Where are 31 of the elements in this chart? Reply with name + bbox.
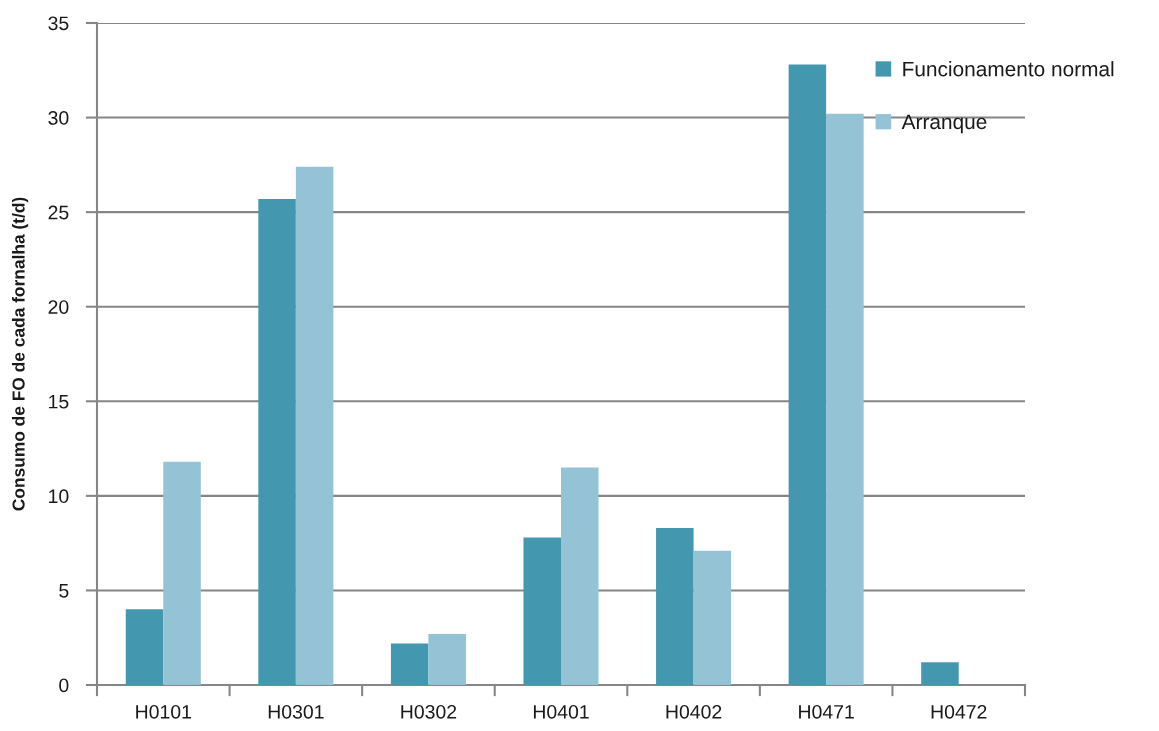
bar xyxy=(826,113,864,685)
y-tick-label: 10 xyxy=(49,489,69,504)
y-axis-title: Consumo de FO de cada fornalha (t/d) xyxy=(11,197,29,511)
bar xyxy=(258,198,296,685)
bar xyxy=(788,64,827,685)
y-tick-label: 20 xyxy=(48,300,69,314)
x-tick-label: H0471 xyxy=(799,704,854,719)
bar xyxy=(693,550,732,685)
x-tick-label: H0472 xyxy=(931,704,987,719)
legend-label: Arranque xyxy=(901,114,987,134)
bar xyxy=(656,528,694,685)
legend-label: Funcionamento normal xyxy=(903,61,1114,77)
x-tick-label: H0401 xyxy=(533,704,589,719)
bar xyxy=(428,633,466,685)
x-tick-label: H0301 xyxy=(268,704,324,719)
y-tick-label: 35 xyxy=(48,16,69,31)
y-tick-label: 5 xyxy=(59,584,69,598)
x-tick-label: H0402 xyxy=(666,704,722,719)
bar xyxy=(921,662,959,685)
y-tick-label: 30 xyxy=(48,111,69,125)
x-tick-label: H0101 xyxy=(136,704,191,719)
bar xyxy=(163,461,201,685)
bar xyxy=(125,609,164,685)
x-tick-label: H0302 xyxy=(401,704,457,719)
y-tick-label: 25 xyxy=(48,205,69,220)
bar xyxy=(295,166,334,685)
bar xyxy=(390,643,429,685)
y-tick-label: 0 xyxy=(59,678,69,693)
y-tick-label: 15 xyxy=(49,394,69,409)
bar xyxy=(523,537,561,685)
bar xyxy=(561,467,599,685)
